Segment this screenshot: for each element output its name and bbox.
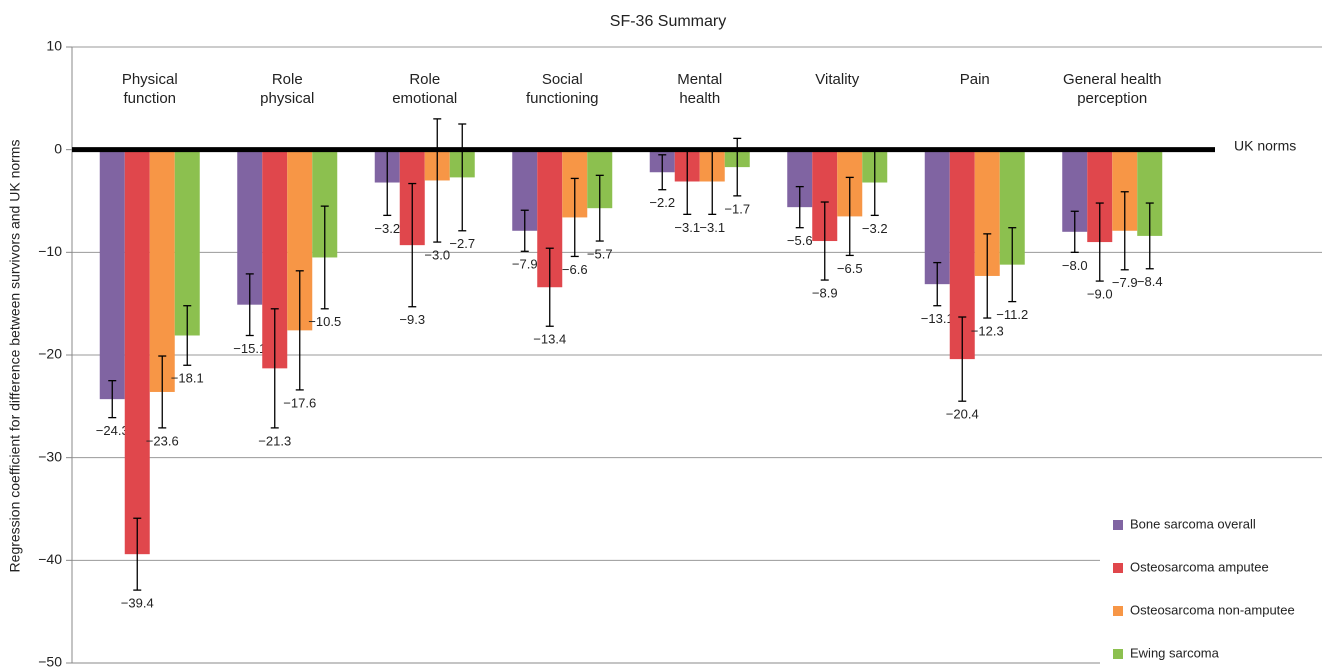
value-label: −20.4 [946, 407, 979, 422]
value-label: −21.3 [258, 433, 291, 448]
value-label: −18.1 [171, 371, 204, 386]
value-label: −8.4 [1137, 274, 1163, 289]
bar [124, 149, 150, 555]
value-label: −3.2 [374, 221, 400, 236]
value-label: −7.9 [1112, 275, 1138, 290]
legend-swatch [1113, 649, 1123, 659]
bar [149, 149, 175, 392]
value-label: −2.2 [649, 195, 675, 210]
legend-swatch [1113, 606, 1123, 616]
value-label: −13.1 [921, 311, 954, 326]
y-tick-label: 10 [46, 38, 62, 54]
category-label: General health perception [1063, 71, 1161, 107]
value-label: −11.2 [996, 307, 1028, 322]
legend-label: Osteosarcoma non-amputee [1130, 602, 1295, 617]
category-label: Vitality [815, 71, 859, 88]
y-tick-label: −10 [38, 243, 62, 259]
value-label: −39.4 [121, 596, 154, 611]
value-label: −8.0 [1062, 258, 1088, 273]
y-tick-label: −40 [38, 551, 62, 567]
category-label: Pain [960, 71, 990, 88]
legend-bg [1100, 505, 1322, 670]
category-label: Mental health [677, 71, 722, 107]
legend-label: Osteosarcoma amputee [1130, 559, 1269, 574]
value-label: −9.3 [399, 312, 425, 327]
value-label: −5.7 [587, 246, 613, 261]
value-label: −24.3 [96, 423, 129, 438]
y-tick-label: 0 [54, 140, 62, 156]
value-label: −17.6 [283, 395, 316, 410]
value-label: −2.7 [449, 236, 475, 251]
y-tick-label: −50 [38, 654, 62, 670]
value-label: −3.1 [674, 220, 700, 235]
category-label: Social functioning [526, 71, 599, 107]
value-label: −10.5 [308, 314, 341, 329]
bar [99, 149, 125, 400]
legend-swatch [1113, 520, 1123, 530]
bar [924, 149, 950, 285]
reference-label: UK norms [1234, 137, 1296, 153]
value-label: −3.0 [424, 248, 450, 263]
value-label: −3.2 [862, 221, 888, 236]
value-label: −6.6 [562, 262, 588, 277]
legend-label: Ewing sarcoma [1130, 645, 1220, 660]
value-label: −5.6 [787, 233, 813, 248]
legend-label: Bone sarcoma overall [1130, 516, 1256, 531]
category-label: Physical function [122, 71, 178, 107]
value-label: −6.5 [837, 261, 863, 276]
value-label: −1.7 [724, 201, 750, 216]
value-label: −15.1 [233, 341, 266, 356]
value-label: −9.0 [1087, 287, 1113, 302]
category-label: Role emotional [392, 71, 457, 107]
category-label: Role physical [260, 71, 314, 107]
y-axis-label: Regression coefficient for difference be… [7, 140, 23, 573]
value-label: −8.9 [812, 285, 838, 300]
value-label: −3.1 [699, 220, 725, 235]
legend-swatch [1113, 563, 1123, 573]
value-label: −7.9 [512, 257, 538, 272]
y-tick-label: −30 [38, 448, 62, 464]
value-label: −23.6 [146, 433, 179, 448]
bar [174, 149, 200, 336]
value-label: −12.3 [971, 323, 1004, 338]
value-label: −13.4 [533, 332, 566, 347]
chart-title: SF-36 Summary [610, 13, 726, 30]
y-tick-label: −20 [38, 346, 62, 362]
